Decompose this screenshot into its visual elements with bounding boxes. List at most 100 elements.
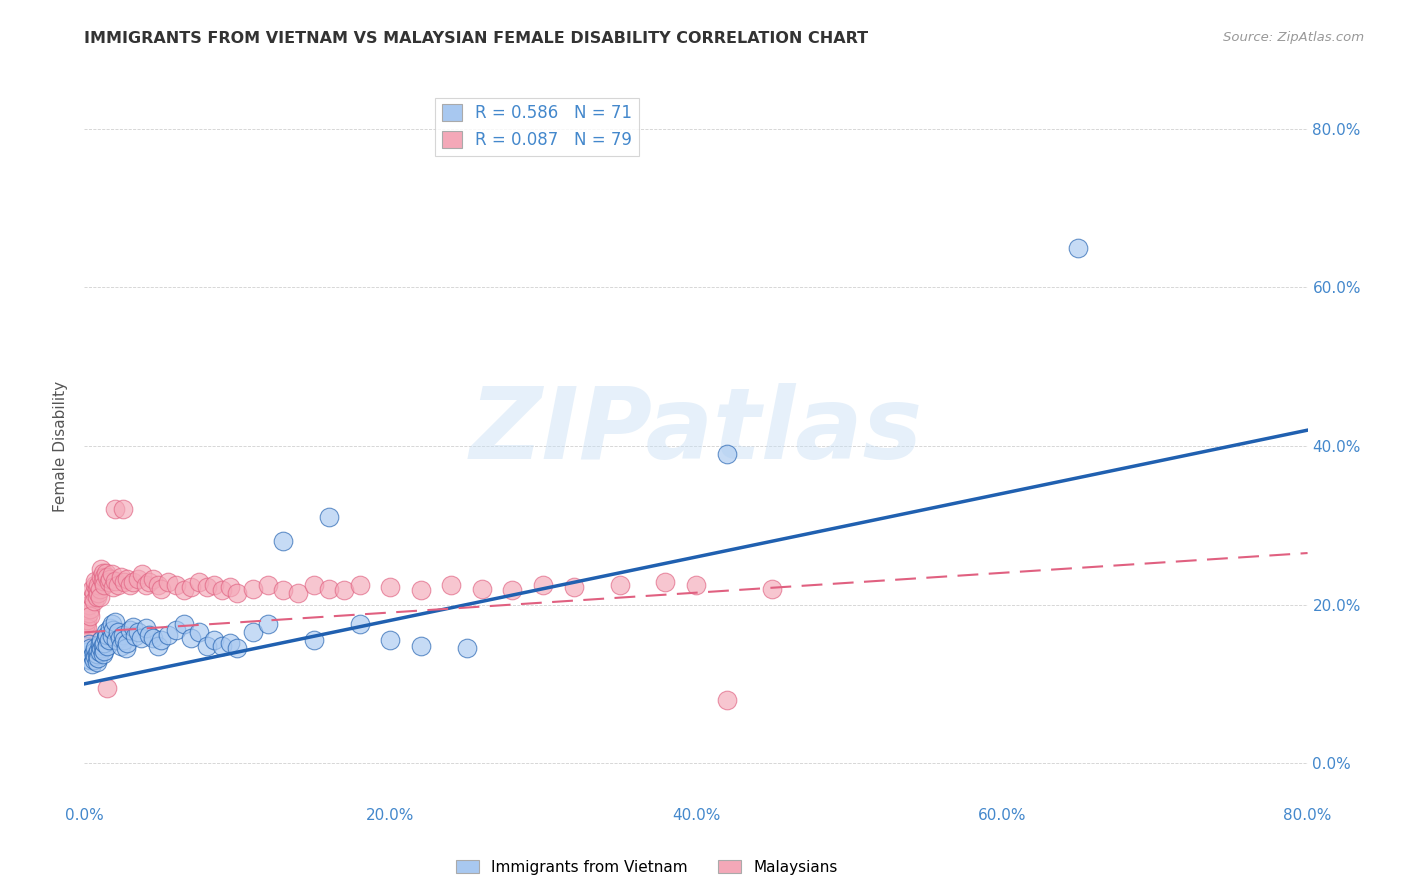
Point (90, 633, 112, 648)
Point (91, 566, 114, 580)
Point (609, 578, 631, 592)
Point (218, 635, 240, 649)
Point (271, 583, 294, 598)
Point (90, 570, 112, 584)
Point (195, 580, 218, 594)
Point (103, 580, 125, 594)
Point (93, 635, 115, 649)
Point (93, 578, 115, 592)
Point (84, 649, 107, 664)
Point (104, 574, 127, 588)
Point (1067, 241, 1090, 255)
Point (98, 621, 121, 635)
Point (86, 655, 108, 669)
Point (79, 641, 101, 656)
Point (124, 629, 146, 643)
Point (380, 633, 402, 648)
Point (180, 580, 202, 594)
Point (111, 628, 134, 642)
Point (531, 578, 554, 592)
Point (110, 570, 132, 584)
Point (91, 574, 114, 588)
Point (108, 631, 131, 645)
Point (122, 620, 145, 634)
Point (103, 623, 125, 637)
Point (86, 582, 108, 596)
Point (218, 580, 240, 594)
Point (107, 578, 129, 592)
Point (157, 575, 180, 590)
Point (502, 583, 524, 598)
Point (138, 575, 160, 590)
Point (80, 649, 103, 664)
Point (127, 572, 149, 586)
Point (89, 582, 111, 596)
Point (409, 583, 432, 598)
Point (101, 617, 124, 632)
Point (86, 590, 108, 604)
Point (302, 578, 325, 592)
Point (96, 639, 118, 653)
Point (127, 625, 149, 640)
Point (94, 631, 117, 645)
Point (96, 628, 118, 642)
Point (93, 643, 115, 657)
Point (409, 639, 432, 653)
Point (86, 647, 108, 661)
Point (188, 625, 211, 640)
Point (115, 635, 138, 649)
Point (195, 639, 218, 653)
Text: IMMIGRANTS FROM VIETNAM VS MALAYSIAN FEMALE DISABILITY CORRELATION CHART: IMMIGRANTS FROM VIETNAM VS MALAYSIAN FEM… (84, 31, 869, 46)
Point (98, 572, 121, 586)
Point (114, 641, 136, 656)
Point (87, 585, 110, 599)
Point (716, 692, 738, 706)
Point (87, 651, 110, 665)
Point (157, 628, 180, 642)
Point (142, 631, 165, 645)
Point (75, 625, 97, 640)
Point (471, 582, 494, 596)
Point (257, 578, 280, 592)
Point (111, 502, 134, 516)
Point (75, 617, 97, 632)
Point (302, 633, 325, 648)
Point (101, 567, 124, 582)
Point (226, 585, 249, 599)
Y-axis label: Female Disability: Female Disability (53, 380, 69, 512)
Point (90, 562, 112, 576)
Point (202, 633, 225, 648)
Point (120, 623, 142, 637)
Point (349, 578, 371, 592)
Point (105, 633, 128, 648)
Point (440, 578, 463, 592)
Point (135, 578, 157, 592)
Point (146, 639, 169, 653)
Point (120, 578, 142, 592)
Point (89, 637, 111, 651)
Point (318, 582, 340, 596)
Point (79, 609, 101, 624)
Point (101, 629, 124, 643)
Point (242, 625, 264, 640)
Point (93, 570, 115, 584)
Point (380, 580, 402, 594)
Point (242, 582, 264, 596)
Point (87, 643, 110, 657)
Point (685, 578, 707, 592)
Point (90, 641, 112, 656)
Point (91, 639, 114, 653)
Point (165, 578, 187, 592)
Point (77, 598, 100, 612)
Point (96, 681, 118, 695)
Point (257, 617, 280, 632)
Point (131, 567, 153, 582)
Point (96, 570, 118, 584)
Point (97, 575, 120, 590)
Point (115, 572, 138, 586)
Point (80, 590, 103, 604)
Point (77, 606, 100, 620)
Point (287, 585, 309, 599)
Point (654, 575, 676, 590)
Point (122, 575, 145, 590)
